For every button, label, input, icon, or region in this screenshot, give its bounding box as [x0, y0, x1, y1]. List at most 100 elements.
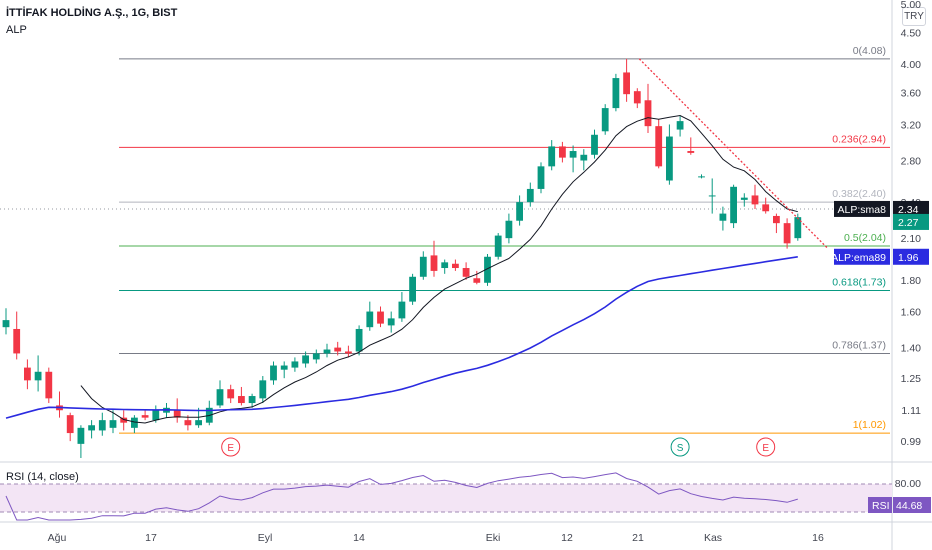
candle-body [719, 213, 727, 221]
candle-body [34, 371, 42, 381]
candle-body [676, 121, 684, 130]
candle-body [302, 355, 309, 364]
rsi-upper-label: 80.00 [895, 478, 921, 490]
price-tick-label: 1.80 [901, 275, 922, 287]
price-tick-label: 2.10 [901, 233, 922, 245]
last-price-value: 2.27 [898, 217, 919, 229]
time-tick-label: Eyl [258, 532, 273, 544]
candle-body [24, 367, 31, 381]
candle-body [462, 268, 470, 277]
candle-body [473, 278, 481, 283]
candle-body [484, 256, 491, 283]
candle-body [494, 235, 502, 257]
event-marker-letter: E [227, 443, 234, 454]
event-marker-circle [221, 437, 241, 457]
candle-body [131, 417, 138, 428]
event-marker-circle [670, 437, 690, 457]
fib-level-label: 0.382(2.40) [832, 188, 886, 200]
ema89-line [5, 256, 798, 419]
candle-body [120, 417, 128, 423]
candle-body [730, 186, 737, 224]
candle-body [751, 195, 759, 205]
candle-body [762, 204, 770, 212]
candle-body [666, 136, 673, 181]
candle-body [783, 223, 791, 244]
sma8-name: ALP:sma8 [838, 204, 887, 216]
candle-body [452, 263, 459, 269]
candle-body [184, 420, 192, 426]
rsi-title[interactable]: RSI (14, close) [6, 471, 79, 483]
candle-body [655, 126, 663, 167]
candle-body [195, 420, 202, 426]
symbol-code: ALP [6, 24, 27, 36]
candle-body [580, 154, 588, 161]
candle-body [516, 202, 523, 221]
candle-body [366, 311, 374, 328]
fib-level-label: 0.786(1.37) [832, 339, 886, 351]
ema89-value-tag [893, 248, 929, 265]
candle-body [152, 410, 160, 421]
candle-body [323, 349, 331, 354]
candle-body [2, 320, 10, 328]
rsi-line [5, 472, 798, 521]
candle-body [601, 108, 609, 132]
fib-level-label: 0.618(1.73) [832, 276, 886, 288]
candle-body [98, 420, 106, 431]
time-tick-label: 21 [632, 532, 644, 544]
rsi-band [0, 484, 892, 512]
candle-body [623, 72, 630, 95]
price-tick-label: 1.40 [901, 343, 922, 355]
fib-level-label: 0.5(2.04) [844, 232, 886, 244]
candle-body [441, 262, 449, 269]
candle-body [644, 100, 652, 127]
candle-body [45, 371, 53, 399]
candle-body [345, 351, 352, 354]
fib-level-label: 1(1.02) [853, 419, 886, 431]
price-tick-label: 3.20 [901, 119, 922, 131]
candle-body [430, 255, 438, 271]
price-tick-label: 2.80 [901, 156, 922, 168]
candle-body [377, 311, 384, 324]
price-tick-label: 4.50 [901, 27, 922, 39]
candle-body [548, 146, 556, 167]
candle-body [280, 365, 288, 370]
candle-body [270, 365, 277, 381]
candle-body [591, 134, 598, 155]
candle-body [77, 427, 85, 444]
candle-body [687, 151, 695, 153]
symbol-title[interactable]: İTTİFAK HOLDİNG A.Ş., 1G, BIST [6, 7, 178, 19]
time-tick-label: Eki [486, 532, 501, 544]
candle-body [612, 78, 620, 109]
candle-body [409, 276, 416, 302]
candle-body [505, 220, 513, 239]
currency-button[interactable]: TRY [902, 7, 926, 26]
candle-body [398, 301, 406, 319]
candle-body [387, 318, 395, 326]
price-tick-label: 0.99 [901, 436, 922, 448]
time-tick-label: 12 [561, 532, 573, 544]
candle-body [248, 396, 256, 404]
candle-body [13, 328, 21, 354]
price-tick-label: 3.60 [901, 88, 922, 100]
candle-body [698, 176, 705, 178]
time-tick-label: Ağu [48, 532, 67, 544]
candle-body [238, 396, 245, 404]
fib-level-label: 0.236(2.94) [832, 133, 886, 145]
price-tick-label: 4.00 [901, 59, 922, 71]
rsi-value-tag [893, 497, 931, 513]
candle-body [291, 361, 299, 368]
candle-body [334, 347, 342, 352]
rsi-name: RSI [872, 500, 890, 512]
time-tick-label: 16 [812, 532, 824, 544]
candle-body [569, 151, 577, 158]
candle-body [109, 420, 117, 428]
last-price-value-tag [893, 213, 929, 230]
candle-body [419, 256, 427, 277]
candle-body [537, 166, 545, 189]
rsi-name-tag [868, 497, 892, 513]
price-tick-label: 5.00 [901, 0, 922, 11]
candle-body [173, 410, 181, 418]
price-tick-label: 1.60 [901, 307, 922, 319]
